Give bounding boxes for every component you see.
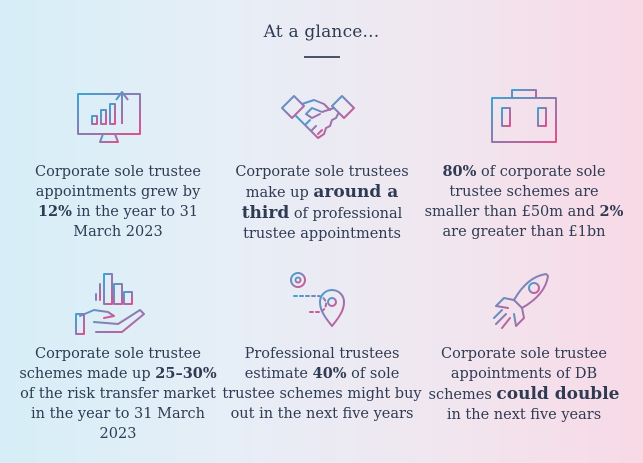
stat-text: Corporate sole trustees make up: [235, 164, 409, 201]
stat-text: are greater than £1bn: [442, 224, 606, 240]
stat-text: in the next five years: [446, 407, 602, 423]
stat-text: Professional trustees estimate: [244, 346, 400, 382]
stat-text: of professional trustee appointments: [243, 206, 403, 242]
stat-text: Corporate sole trustee schemes made up: [19, 346, 201, 382]
stat-text: Corporate sole trustee appointments of D…: [428, 346, 607, 403]
stat-appointment-growth: Corporate sole trustee appointments grew…: [18, 162, 218, 242]
stat-text: Corporate sole trustee appointments grew…: [35, 164, 201, 200]
stat-highlight: around a third: [241, 182, 399, 223]
stat-highlight: 2%: [599, 203, 624, 220]
stat-text: of corporate sole trustee schemes are sm…: [424, 164, 606, 220]
monitor-chart-icon: [70, 80, 150, 150]
stat-highlight: 80%: [442, 163, 477, 180]
stat-share-of-appointments: Corporate sole trustees make up around a…: [222, 162, 422, 244]
title-underline: [304, 56, 340, 58]
stat-highlight: could double: [496, 384, 620, 404]
stat-text: of the risk transfer market in the year …: [20, 386, 216, 442]
stat-highlight: 12%: [37, 203, 72, 220]
stat-scheme-size: 80% of corporate sole trustee schemes ar…: [424, 162, 624, 242]
stat-highlight: 25–30%: [155, 365, 217, 382]
stat-highlight: 40%: [312, 365, 347, 382]
route-pin-icon: [278, 268, 358, 338]
hand-growth-chart-icon: [74, 270, 154, 340]
stat-risk-transfer-market: Corporate sole trustee schemes made up 2…: [18, 344, 218, 444]
rocket-icon: [484, 268, 564, 338]
stat-db-appointments-outlook: Corporate sole trustee appointments of D…: [424, 344, 624, 425]
stat-text: in the year to 31 March 2023: [71, 204, 199, 240]
stat-buy-out-estimate: Professional trustees estimate 40% of so…: [222, 344, 422, 424]
page-title: At a glance...: [263, 22, 380, 42]
handshake-icon: [278, 82, 358, 152]
stat-text: of sole trustee schemes might buy out in…: [222, 366, 422, 422]
briefcase-icon: [484, 80, 564, 150]
